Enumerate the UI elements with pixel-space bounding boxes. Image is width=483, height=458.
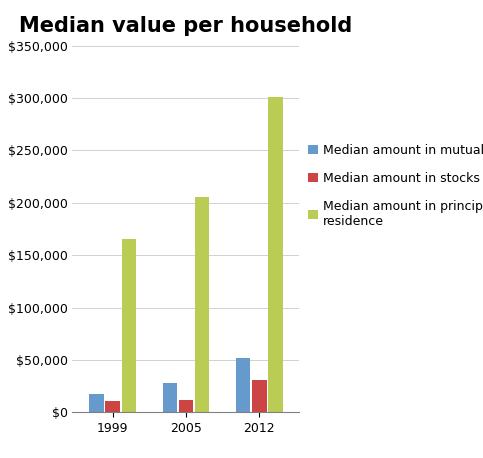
Bar [89,394,104,412]
Bar [252,380,267,412]
Bar [195,196,210,412]
Title: Median value per household: Median value per household [19,16,353,36]
Bar [236,358,250,412]
Bar [179,400,193,412]
Bar [122,240,136,412]
Legend: Median amount in mutual funds, Median amount in stocks, Median amount in princip: Median amount in mutual funds, Median am… [308,144,483,228]
Bar [162,383,177,412]
Bar [268,97,283,412]
Bar [105,401,120,412]
